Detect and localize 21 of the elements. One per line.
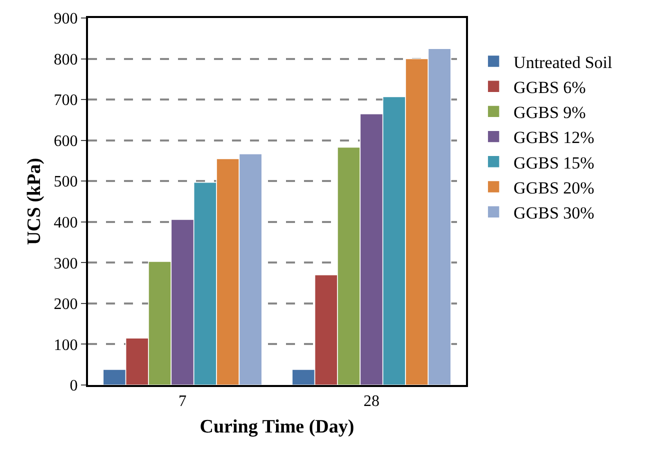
y-tick-label: 300: [54, 255, 78, 272]
y-tick-label: 100: [54, 336, 78, 354]
legend-label: GGBS 15%: [514, 153, 594, 172]
y-tick-label: 900: [54, 10, 78, 28]
y-axis-title: UCS (kPa): [24, 158, 46, 246]
legend-label: Untreated Soil: [514, 52, 613, 72]
x-axis-title: Curing Time (Day): [200, 416, 354, 438]
x-tick-label: 28: [364, 393, 380, 410]
y-tick-label: 700: [54, 92, 78, 110]
legend-label: GGBS 30%: [514, 203, 594, 222]
legend-label: GGBS 12%: [514, 128, 594, 148]
y-tick-label: 400: [54, 214, 78, 232]
legend-label: GGBS 9%: [514, 103, 586, 122]
legend-label: GGBS 20%: [514, 178, 594, 198]
y-tick-label: 200: [54, 296, 78, 314]
y-tick-label: 0: [70, 378, 78, 395]
y-tick-label: 800: [54, 51, 78, 68]
y-tick-label: 600: [54, 132, 78, 150]
legend-label: GGBS 6%: [514, 78, 586, 97]
y-tick-label: 500: [54, 174, 78, 191]
x-tick-label: 7: [178, 393, 186, 410]
